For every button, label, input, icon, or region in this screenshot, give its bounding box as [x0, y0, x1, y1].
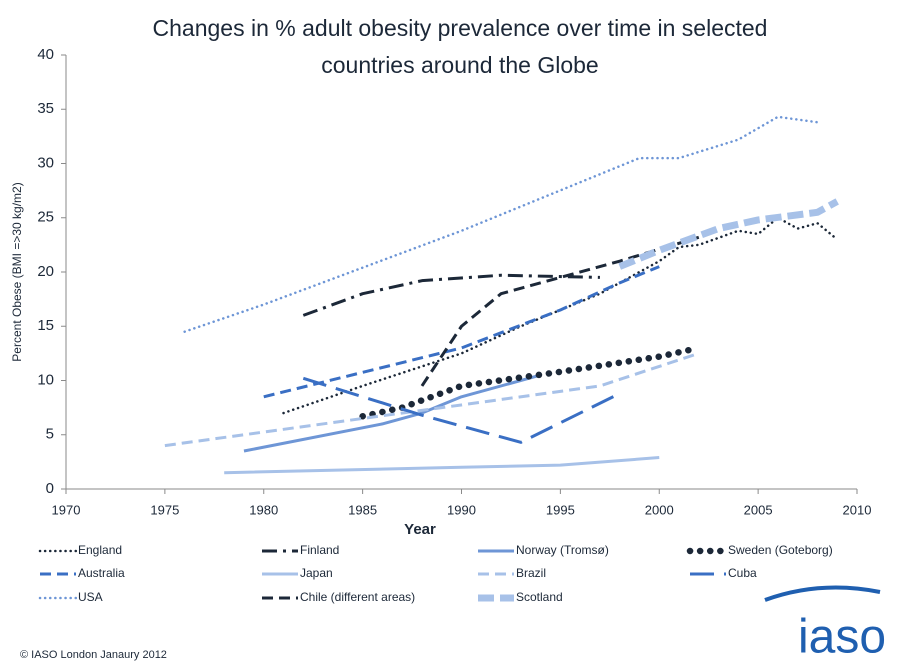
series-line [359, 346, 693, 420]
series-line [183, 115, 819, 333]
y-tick-label: 0 [46, 480, 54, 497]
y-tick-label: 25 [37, 209, 54, 226]
legend-label: Australia [78, 566, 125, 580]
series-line [302, 376, 621, 444]
x-tick-label: 1970 [52, 502, 81, 517]
y-tick-label: 10 [37, 371, 54, 388]
legend-label: USA [78, 590, 103, 604]
y-tick-label: 40 [37, 46, 54, 63]
y-tick-label: 30 [37, 154, 54, 171]
series-line [164, 351, 700, 448]
y-axis-label: Percent Obese (BMI =>30 kg/m2) [10, 182, 24, 361]
legend-label: Cuba [728, 566, 757, 580]
series-line [224, 456, 660, 475]
x-tick-label: 1985 [348, 502, 377, 517]
legend-label: Norway (Tromsø) [516, 543, 609, 557]
series-line [420, 235, 700, 387]
x-tick-label: 1975 [150, 502, 179, 517]
logo: iaso [798, 611, 886, 664]
y-tick-label: 20 [37, 263, 54, 280]
x-tick-label: 2005 [744, 502, 773, 517]
series-line [302, 273, 600, 317]
series-line [263, 265, 660, 399]
x-tick-label: 2010 [843, 502, 872, 517]
legend-label: Scotland [516, 590, 563, 604]
x-axis-label: Year [404, 521, 436, 538]
legend-label: Finland [300, 543, 339, 557]
logo-swoosh [764, 585, 881, 602]
x-tick-label: 1990 [447, 502, 476, 517]
legend-label: Sweden (Goteborg) [728, 543, 833, 557]
series-line [618, 198, 839, 270]
chart-title: Changes in % adult obesity prevalence ov… [152, 15, 768, 78]
x-tick-label: 1995 [546, 502, 575, 517]
x-tick-label: 2000 [645, 502, 674, 517]
legend-label: Chile (different areas) [300, 590, 415, 604]
y-tick-label: 35 [37, 100, 54, 117]
footer: © IASO London Janaury 2012 [20, 649, 167, 661]
series-line [282, 216, 839, 415]
y-tick-label: 5 [46, 426, 54, 443]
series-line [243, 373, 541, 453]
legend-label: Japan [300, 566, 333, 580]
legend-label: Brazil [516, 566, 546, 580]
legend-label: England [78, 543, 122, 557]
y-tick-label: 15 [37, 317, 54, 334]
x-tick-label: 1980 [249, 502, 278, 517]
